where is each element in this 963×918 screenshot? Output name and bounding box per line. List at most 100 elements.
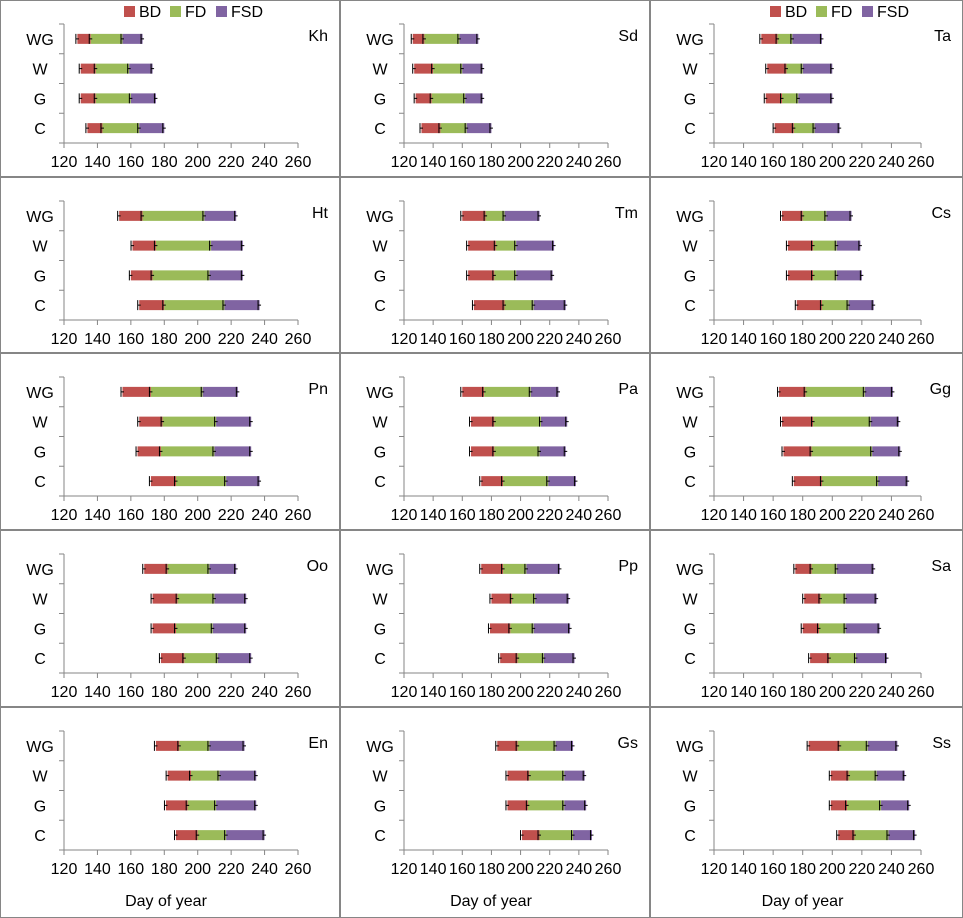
x-tick-label: 240 — [251, 154, 278, 171]
bar-FD-WG — [179, 740, 210, 751]
category-label: WG — [26, 562, 54, 579]
bar-FSD-C — [226, 476, 260, 487]
x-tick-label: 160 — [760, 684, 787, 701]
x-tick-label: 240 — [251, 861, 278, 878]
bar-BD-W — [414, 63, 434, 74]
bar-FSD-WG — [864, 386, 893, 397]
x-tick-label: 140 — [420, 861, 447, 878]
panel-title: Tm — [615, 205, 638, 222]
x-tick-label: 200 — [184, 507, 211, 524]
panel-title: Sd — [618, 28, 638, 45]
category-label: G — [684, 268, 696, 285]
bar-FSD-WG — [792, 33, 822, 44]
bar-FD-C — [829, 653, 856, 664]
x-tick-label: 260 — [908, 684, 935, 701]
bar-BD-W — [491, 593, 512, 604]
x-tick-label: 180 — [789, 861, 816, 878]
x-tick-label: 220 — [218, 861, 245, 878]
x-tick-label: 140 — [84, 861, 111, 878]
bar-FSD-G — [533, 623, 571, 634]
x-tick-label: 220 — [849, 154, 876, 171]
x-tick-label: 120 — [701, 331, 728, 348]
bar-BD-WG — [412, 33, 425, 44]
x-axis-title: Day of year — [762, 893, 844, 910]
bar-FD-W — [848, 770, 877, 781]
bar-FSD-W — [564, 770, 585, 781]
bar-FSD-WG — [526, 563, 560, 574]
category-label: G — [34, 444, 46, 461]
category-label: WG — [26, 32, 54, 49]
bar-FSD-W — [219, 770, 257, 781]
bar-FD-W — [529, 770, 565, 781]
bar-BD-WG — [761, 33, 778, 44]
x-tick-label: 200 — [184, 331, 211, 348]
category-label: G — [374, 621, 386, 638]
bar-FD-G — [782, 93, 799, 104]
x-tick-label: 160 — [760, 154, 787, 171]
bar-FSD-WG — [826, 210, 852, 221]
bar-FSD-C — [533, 300, 566, 311]
category-label: WG — [676, 385, 704, 402]
bar-BD-C — [522, 830, 540, 841]
bar-FD-W — [813, 416, 871, 427]
x-tick-label: 220 — [218, 331, 245, 348]
x-tick-label: 240 — [878, 684, 905, 701]
bar-FSD-C — [224, 300, 260, 311]
x-tick-label: 180 — [789, 154, 816, 171]
category-label: C — [34, 121, 46, 138]
panel-title: Pp — [618, 558, 638, 575]
bar-BD-W — [767, 63, 787, 74]
x-tick-label: 200 — [507, 861, 534, 878]
panel-title: Ss — [932, 735, 951, 752]
category-label: W — [32, 62, 48, 79]
bar-FD-W — [433, 63, 463, 74]
x-tick-label: 200 — [819, 684, 846, 701]
panel-border — [340, 353, 650, 530]
x-tick-label: 180 — [789, 331, 816, 348]
x-tick-label: 260 — [285, 861, 312, 878]
x-tick-label: 180 — [151, 331, 178, 348]
x-tick-label: 220 — [218, 507, 245, 524]
bar-BD-W — [152, 593, 178, 604]
category-label: WG — [26, 739, 54, 756]
bar-FSD-W — [211, 240, 243, 251]
bar-FD-WG — [503, 563, 527, 574]
x-tick-label: 160 — [449, 331, 476, 348]
x-tick-label: 120 — [391, 331, 418, 348]
x-tick-label: 200 — [184, 154, 211, 171]
category-label: WG — [366, 385, 394, 402]
bar-BD-W — [507, 770, 530, 781]
bar-FSD-G — [798, 93, 833, 104]
x-tick-label: 220 — [536, 861, 563, 878]
bar-FSD-WG — [122, 33, 143, 44]
x-tick-label: 120 — [701, 154, 728, 171]
bar-FD-C — [197, 830, 227, 841]
bar-FD-G — [527, 800, 565, 811]
bar-FD-G — [494, 270, 517, 281]
legend-label-BD: BD — [139, 4, 161, 21]
bar-FD-WG — [805, 386, 865, 397]
bar-FD-WG — [167, 563, 210, 574]
x-tick-label: 140 — [730, 507, 757, 524]
bar-FD-WG — [142, 210, 205, 221]
bar-FD-WG — [839, 740, 868, 751]
bar-FD-G — [160, 446, 215, 457]
bar-FD-G — [813, 270, 837, 281]
bar-BD-G — [130, 270, 153, 281]
panel-border — [340, 0, 650, 177]
x-tick-label: 180 — [478, 331, 505, 348]
x-tick-label: 140 — [84, 331, 111, 348]
legend-swatch-BD — [124, 6, 135, 17]
x-tick-label: 120 — [51, 507, 78, 524]
bar-FD-G — [847, 800, 882, 811]
category-label: G — [684, 798, 696, 815]
bar-BD-WG — [795, 563, 812, 574]
bar-FSD-C — [573, 830, 592, 841]
x-tick-label: 260 — [908, 154, 935, 171]
bar-FSD-W — [535, 593, 569, 604]
bar-FSD-WG — [504, 210, 540, 221]
x-tick-label: 240 — [566, 331, 593, 348]
x-tick-label: 260 — [595, 684, 622, 701]
